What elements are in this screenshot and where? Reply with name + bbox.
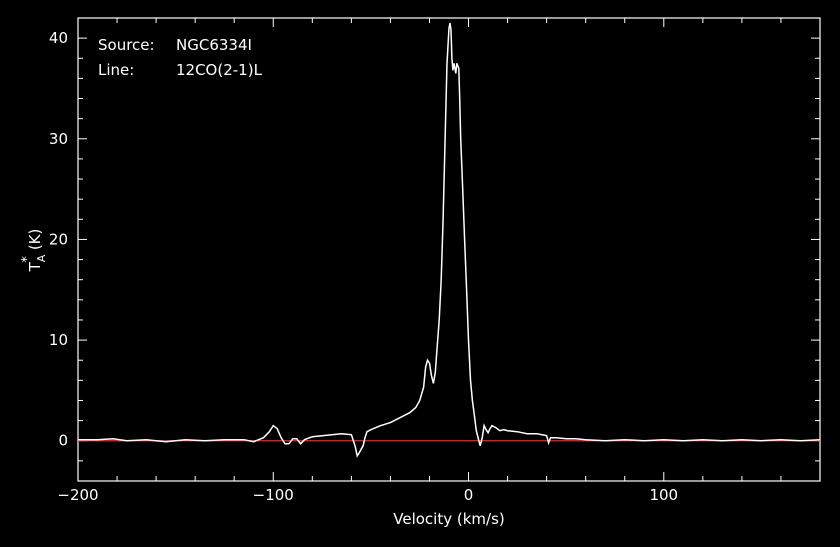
x-axis-label: Velocity (km/s) <box>393 510 504 528</box>
x-tick-label: −200 <box>57 486 98 504</box>
spectrum-line <box>78 22 820 458</box>
svg-text:TA*(K): TA* (K) <box>20 229 48 273</box>
x-tick-label: 0 <box>464 486 474 504</box>
axis-ticks <box>77 17 821 482</box>
source-value: NGC6334I <box>176 36 252 54</box>
y-axis-label-sup: * <box>20 256 35 263</box>
y-axis-label-sub: A <box>35 254 48 262</box>
y-tick-label: 30 <box>49 130 68 148</box>
axis-tick-labels: −200 −100 0 100 0 10 20 30 40 <box>49 29 678 504</box>
plot-frame <box>77 17 821 482</box>
source-label: Source: <box>98 36 155 54</box>
x-tick-label: −100 <box>253 486 294 504</box>
y-tick-label: 10 <box>49 331 68 349</box>
x-tick-label: 100 <box>649 486 678 504</box>
line-label: Line: <box>98 61 134 79</box>
y-axis-label-unit: (K) <box>26 229 44 251</box>
y-tick-label: 20 <box>49 230 68 248</box>
line-value: 12CO(2-1)L <box>176 61 263 79</box>
y-axis-label-main: T <box>26 261 44 272</box>
y-axis-label: TA* (K) <box>20 229 48 273</box>
y-tick-label: 0 <box>58 432 68 450</box>
y-tick-label: 40 <box>49 29 68 47</box>
